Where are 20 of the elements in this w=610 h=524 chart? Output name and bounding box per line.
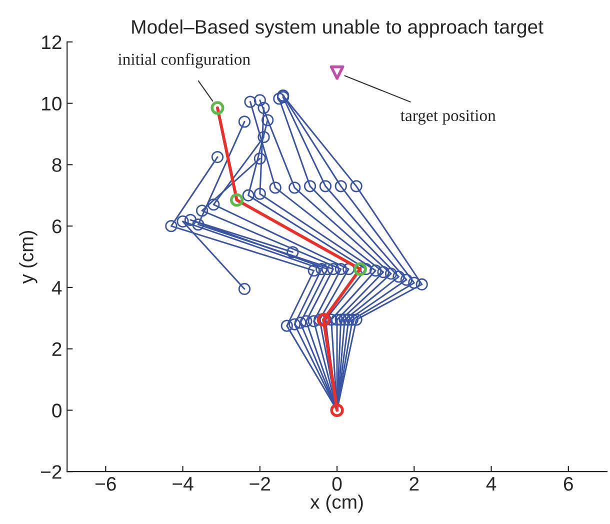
x-tick-label: −2: [250, 476, 270, 491]
chart-title: Model–Based system unable to approach target: [132, 19, 544, 38]
y-tick-label: 6: [52, 220, 62, 234]
y-tick-label: 0: [52, 404, 62, 418]
y-tick-label: 4: [52, 281, 62, 294]
x-tick-label: 0: [332, 476, 342, 491]
x-tick-label: 2: [410, 476, 419, 491]
y-tick-label: 10: [42, 96, 62, 111]
annotation: initial configuration: [118, 53, 250, 68]
x-tick-label: 4: [486, 477, 496, 491]
y-tick-label: −2: [41, 465, 62, 479]
y-tick-label: 2: [52, 342, 62, 356]
x-tick-label: 6: [564, 476, 573, 491]
y-tick-label: 12: [42, 35, 62, 49]
y-axis-title: y (cm): [19, 230, 38, 284]
x-tick-label: −6: [96, 476, 116, 491]
x-tick-label: −4: [172, 477, 194, 491]
annotation: target position: [400, 110, 496, 125]
x-axis-title: x (cm): [310, 494, 363, 513]
y-tick-label: 8: [52, 158, 62, 172]
